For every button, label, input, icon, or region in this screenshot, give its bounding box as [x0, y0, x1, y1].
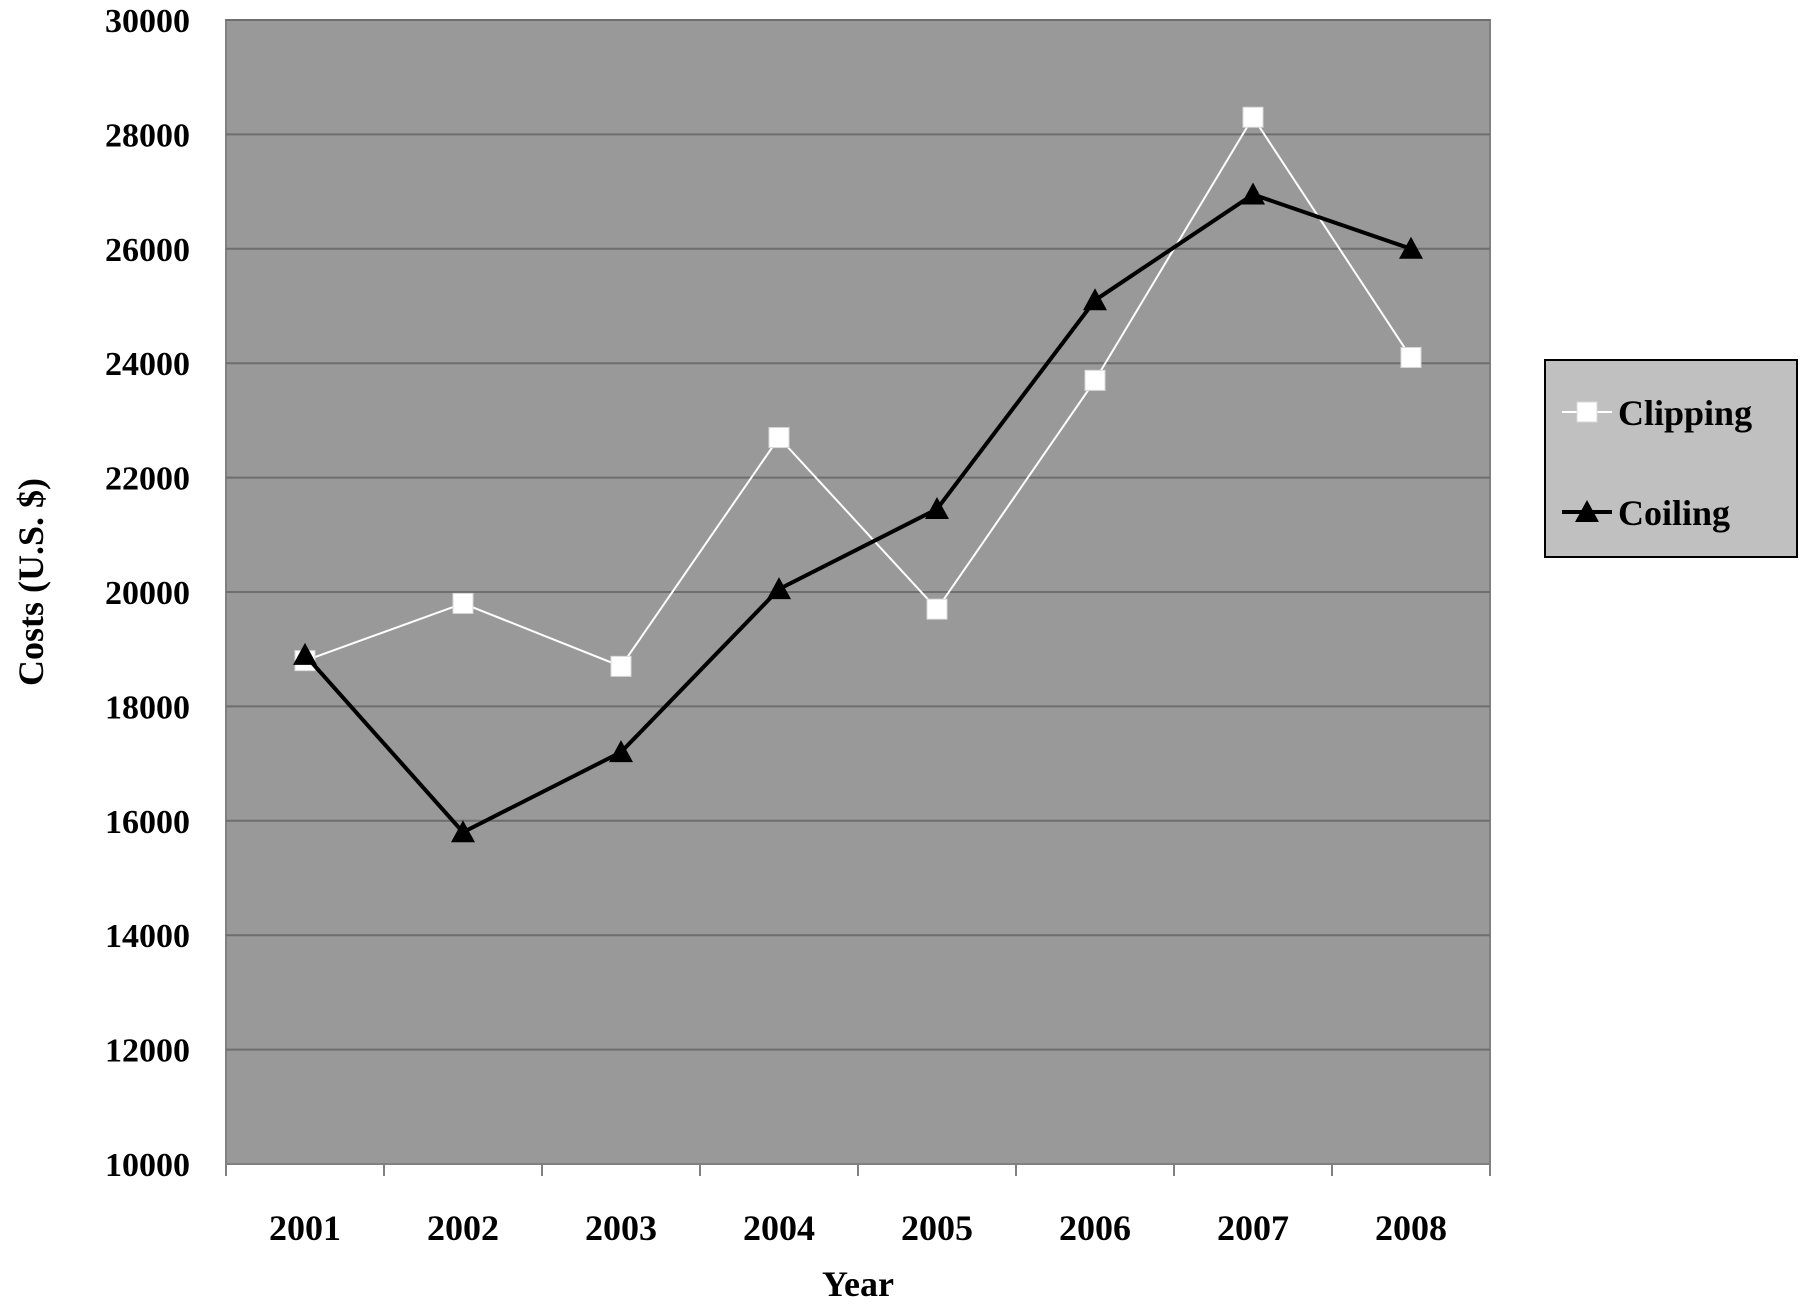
data-point-coiling: [1399, 236, 1423, 259]
data-point-clipping: [926, 598, 948, 620]
legend-item-coiling: Coiling: [1562, 493, 1730, 533]
data-point-coiling: [767, 577, 791, 600]
y-tick-label: 18000: [105, 689, 190, 726]
gridlines: [226, 19, 1490, 1051]
y-tick-label: 22000: [105, 461, 190, 498]
y-axis-title: Costs (U.S. $): [11, 478, 51, 686]
data-point-coiling: [451, 820, 475, 843]
data-point-coiling: [609, 740, 633, 763]
y-tick-label: 28000: [105, 117, 190, 154]
x-tick-label: 2002: [427, 1208, 499, 1248]
legend-marker: [1575, 500, 1599, 522]
data-point-coiling: [925, 497, 949, 520]
series-clipping: [294, 106, 1422, 677]
y-tick-label: 10000: [105, 1147, 190, 1184]
x-axis-title: Year: [822, 1264, 894, 1304]
legend-label: Coiling: [1618, 493, 1730, 533]
data-point-clipping: [768, 427, 790, 449]
x-tick-label: 2006: [1059, 1208, 1131, 1248]
legend-label: Clipping: [1618, 393, 1752, 433]
y-tick-label: 16000: [105, 804, 190, 841]
x-axis-tick-labels: 2001 2002 2003 2004 2005 2006 2007 2008: [269, 1208, 1447, 1248]
data-point-clipping: [610, 655, 632, 677]
data-point-clipping: [1242, 106, 1264, 128]
data-point-coiling: [1241, 182, 1265, 205]
y-tick-label: 24000: [105, 346, 190, 383]
y-tick-label: 14000: [105, 918, 190, 955]
y-axis-tick-labels: 10000 12000 14000 16000 18000 20000 22000 24000…: [105, 3, 190, 1184]
series-line-coiling: [303, 192, 1412, 835]
x-tick-label: 2005: [901, 1208, 973, 1248]
x-axis-ticks: [225, 1163, 1491, 1176]
series-layer: [293, 106, 1423, 843]
data-point-clipping: [1400, 346, 1422, 368]
legend: Clipping Coiling: [1544, 359, 1798, 558]
legend-box: [1544, 359, 1798, 558]
legend-item-clipping: Clipping: [1562, 393, 1752, 433]
legend-marker: [1576, 401, 1598, 423]
series-coiling: [293, 182, 1423, 843]
y-tick-label: 20000: [105, 575, 190, 612]
x-tick-label: 2003: [585, 1208, 657, 1248]
x-tick-label: 2001: [269, 1208, 341, 1248]
data-point-clipping: [1084, 369, 1106, 391]
data-point-coiling: [1083, 288, 1107, 311]
data-point-clipping: [452, 592, 474, 614]
x-tick-label: 2004: [743, 1208, 815, 1248]
x-tick-label: 2007: [1217, 1208, 1289, 1248]
y-tick-label: 12000: [105, 1033, 190, 1070]
y-tick-label: 30000: [105, 3, 190, 40]
data-point-coiling: [293, 642, 317, 665]
y-tick-label: 26000: [105, 232, 190, 269]
x-tick-label: 2008: [1375, 1208, 1447, 1248]
series-line-clipping: [304, 115, 1412, 668]
